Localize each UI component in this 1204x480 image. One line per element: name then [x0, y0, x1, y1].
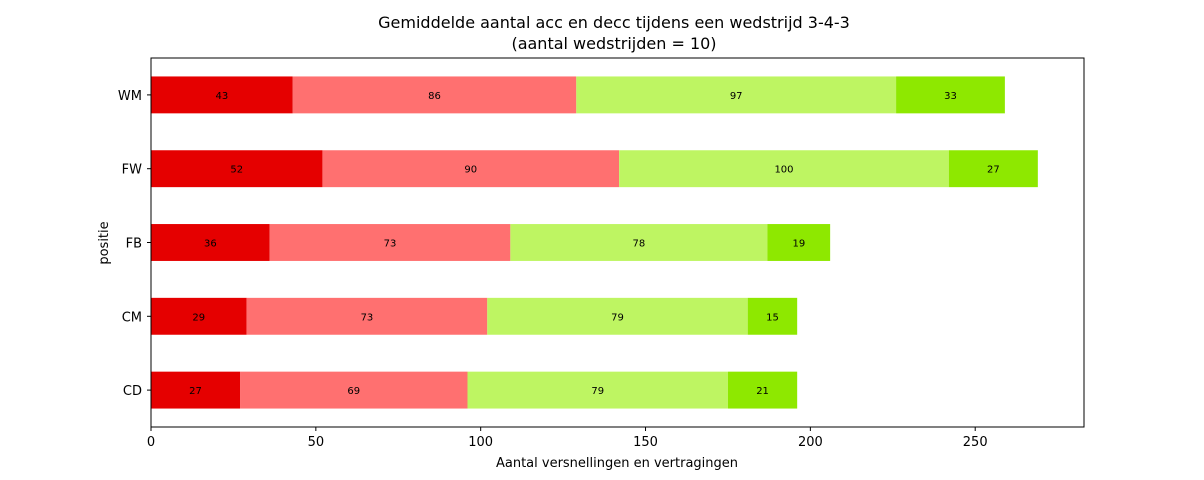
x-tick-label-50: 50 — [308, 435, 325, 450]
data-label-wm-series-4: 33 — [944, 91, 957, 102]
x-tick-label-200: 200 — [798, 435, 823, 450]
y-tick-label-cm: CM — [122, 310, 142, 325]
y-tick-label-fb: FB — [126, 237, 142, 252]
data-label-fb-series-2: 73 — [384, 239, 397, 250]
x-tick-label-150: 150 — [633, 435, 658, 450]
data-label-wm-series-1: 43 — [216, 91, 229, 102]
data-label-fw-series-1: 52 — [230, 165, 243, 176]
x-axis-label: Aantal versnellingen en vertragingen — [496, 456, 738, 471]
y-tick-label-fw: FW — [122, 163, 142, 178]
data-label-wm-series-2: 86 — [428, 91, 441, 102]
y-tick-label-cd: CD — [123, 384, 142, 399]
data-label-fb-series-1: 36 — [204, 239, 217, 250]
data-label-fw-series-3: 100 — [774, 165, 793, 176]
data-label-cm-series-2: 73 — [361, 312, 374, 323]
chart-title: Gemiddelde aantal acc en decc tijdens ee… — [378, 13, 850, 32]
data-label-cd-series-2: 69 — [347, 386, 360, 397]
x-tick-label-0: 0 — [147, 435, 155, 450]
data-label-fb-series-3: 78 — [633, 239, 646, 250]
data-label-fw-series-2: 90 — [464, 165, 477, 176]
data-label-cm-series-3: 79 — [611, 312, 624, 323]
data-label-wm-series-3: 97 — [730, 91, 743, 102]
x-tick-label-250: 250 — [963, 435, 988, 450]
bars-group: 27 69 79 21 29 73 79 15 36 73 78 19 52 90 100 27 43 86 97 3… — [151, 76, 1038, 408]
data-label-cd-series-1: 27 — [189, 386, 202, 397]
x-tick-label-100: 100 — [468, 435, 493, 450]
data-label-cm-series-4: 15 — [766, 312, 779, 323]
y-axis-label: positie — [97, 221, 112, 264]
y-tick-label-wm: WM — [118, 89, 142, 104]
data-label-cd-series-3: 79 — [591, 386, 604, 397]
data-label-fb-series-4: 19 — [792, 239, 805, 250]
chart-subtitle: (aantal wedstrijden = 10) — [511, 34, 716, 53]
data-label-cd-series-4: 21 — [756, 386, 769, 397]
data-label-cm-series-1: 29 — [192, 312, 205, 323]
data-label-fw-series-4: 27 — [987, 165, 1000, 176]
